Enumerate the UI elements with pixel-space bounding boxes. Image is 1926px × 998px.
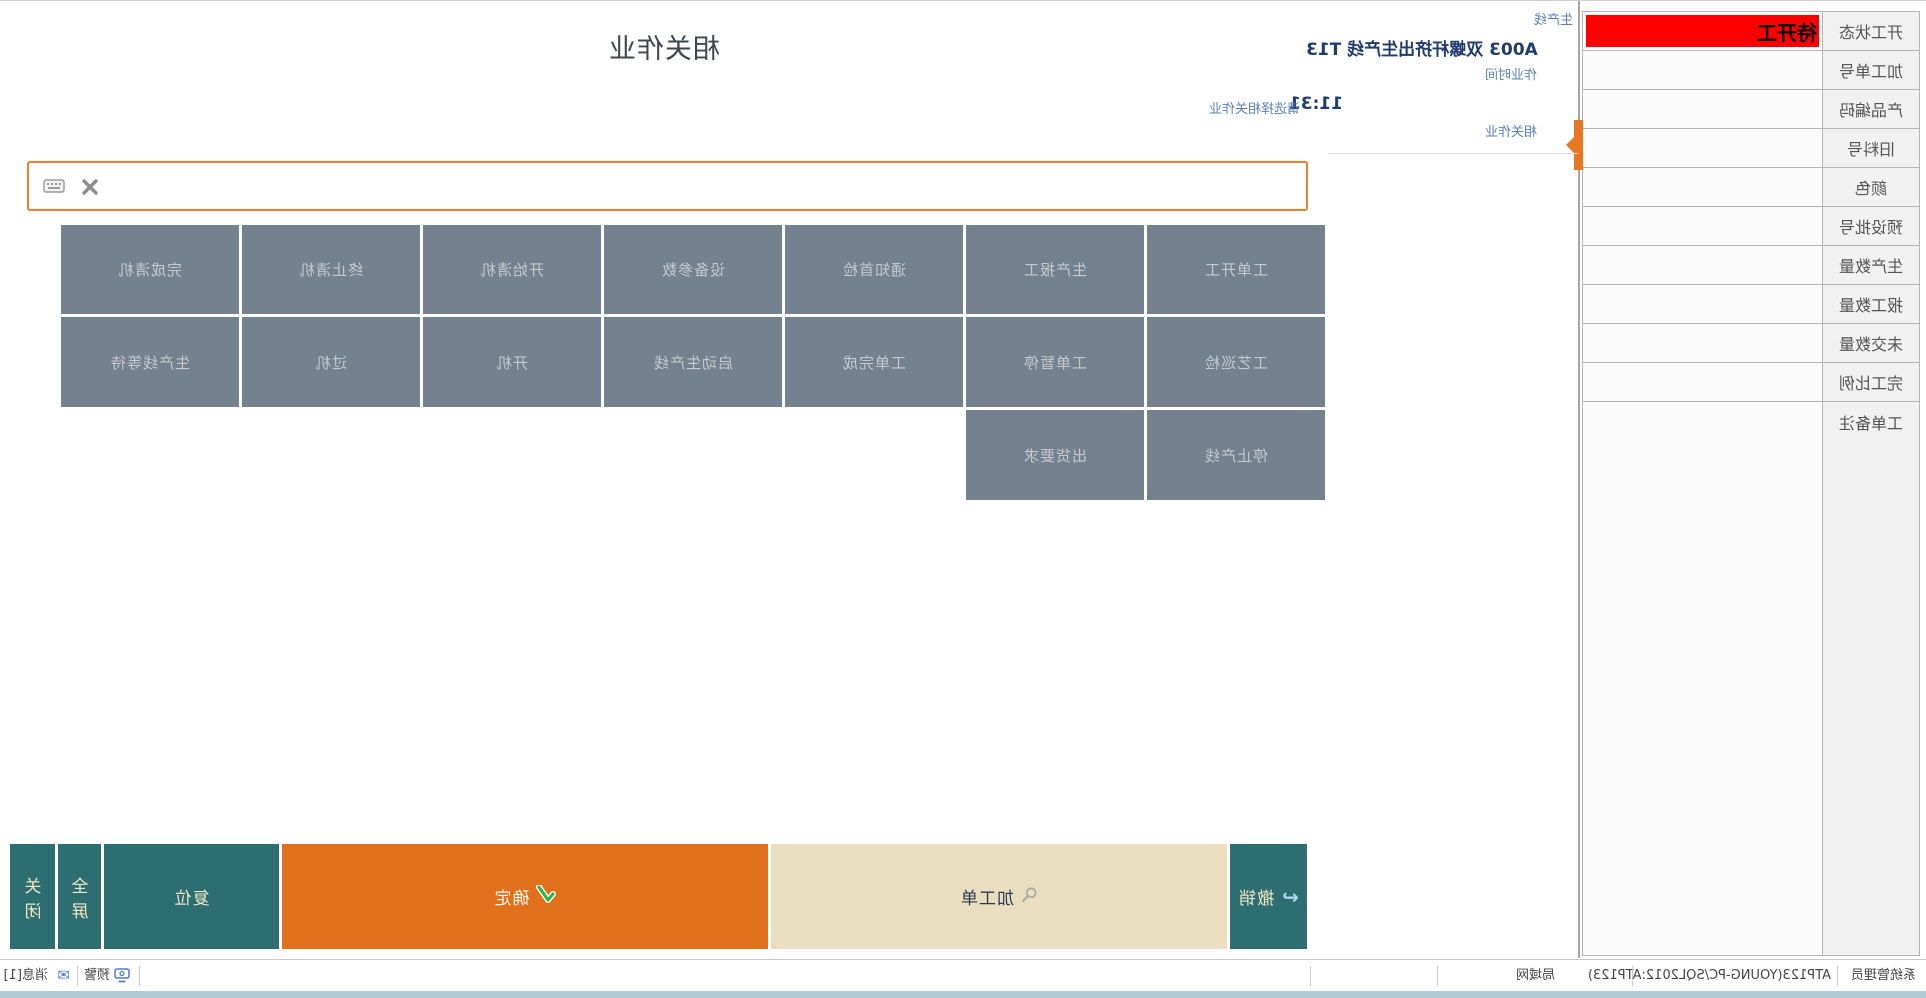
info-separator [1328,153,1578,154]
table-row: 加工单号 [1583,51,1919,90]
row-label: 产品编码 [1822,90,1919,128]
work-order-info-table: 开工状态 待开工 加工单号 产品编码 旧料号 颜色 预设批号 生产数量 报工数量 [1582,11,1920,956]
op-button[interactable]: 终止清机 [242,225,420,314]
table-row: 工单备注 [1583,402,1919,955]
action-bar: ↩ 撤销 加工单 确定 复位 全屏 [10,844,1307,949]
op-button[interactable]: 开机 [423,317,601,407]
row-label: 报工数量 [1822,285,1919,323]
row-label: 生产数量 [1822,246,1919,284]
messages-link[interactable]: 消息[1] [3,968,48,983]
op-button[interactable]: 通知首检 [785,225,963,314]
op-button[interactable]: 过机 [242,317,420,407]
table-row: 完工比例 [1583,363,1919,402]
row-value [1583,285,1822,323]
fullscreen-button[interactable]: 全屏 [58,844,101,949]
op-button[interactable]: 工单开工 [1147,225,1325,314]
table-row: 开工状态 待开工 [1583,12,1919,51]
row-value [1583,324,1822,362]
confirm-button[interactable]: 确定 [282,844,768,949]
magnifier-icon [1021,886,1038,908]
op-button[interactable]: 设备参数 [604,225,782,314]
op-button[interactable]: 出货要求 [966,410,1144,500]
status-bar: 系统管理员 ATP123(YOUNG-PC/SQL2012:ATP123) 局域… [0,959,1926,991]
row-value [1583,207,1822,245]
row-value [1583,129,1822,167]
status-badge: 待开工 [1586,15,1819,47]
row-value [1583,90,1822,128]
alert-monitor-icon[interactable] [114,968,130,987]
row-label: 加工单号 [1822,51,1919,89]
op-button[interactable]: 工单暂停 [966,317,1144,407]
work-order-button[interactable]: 加工单 [771,844,1227,949]
production-line-value: A003 双螺杆挤出生产线 T13 [1306,40,1538,60]
op-button[interactable]: 启动生产线 [604,317,782,407]
keyboard-icon[interactable] [43,178,65,198]
op-button[interactable]: 开始清机 [423,225,601,314]
row-value [1583,51,1822,89]
current-user: 系统管理员 [1850,968,1916,983]
row-value [1583,363,1822,401]
op-button[interactable]: 生产线等待 [61,317,239,407]
table-row: 旧料号 [1583,129,1919,168]
bottom-edge-strip [0,991,1926,998]
op-button[interactable]: 完成清机 [61,225,239,314]
message-envelope-icon[interactable]: ✉ [57,966,70,984]
row-label: 未交数量 [1822,324,1919,362]
select-hint-text: 请选择相关作业 [1208,102,1300,117]
row-label: 旧料号 [1822,129,1919,167]
work-time-label: 作业时间 [1484,68,1537,83]
row-label: 工单备注 [1822,402,1919,955]
close-button[interactable]: 关闭 [10,844,55,949]
network-status: 局域网 [1516,968,1556,983]
row-value [1583,402,1822,955]
row-label: 颜色 [1822,168,1919,206]
check-icon [536,884,557,908]
table-row: 产品编码 [1583,90,1919,129]
table-row: 生产数量 [1583,246,1919,285]
table-row: 预设批号 [1583,207,1919,246]
row-label: 预设批号 [1822,207,1919,245]
row-value [1583,168,1822,206]
reset-button[interactable]: 复位 [104,844,279,949]
page-title: 相关作业 [608,34,720,65]
table-row: 颜色 [1583,168,1919,207]
row-label: 完工比例 [1822,363,1919,401]
scan-input-box [27,161,1308,211]
scan-input[interactable] [118,167,1298,205]
row-label: 开工状态 [1822,12,1919,50]
operations-grid: 工单开工 生产报工 通知首检 设备参数 开始清机 终止清机 完成清机 工艺巡检 … [61,225,1325,500]
undo-icon: ↩ [1281,884,1299,909]
op-button[interactable]: 停止产线 [1147,410,1325,500]
alert-link[interactable]: 预警 [83,968,110,983]
active-tab-arrow [1574,120,1583,170]
row-value [1583,246,1822,284]
related-ops-tab-label: 相关作业 [1484,125,1537,140]
production-line-label: 生产线 [1533,13,1573,28]
op-button[interactable]: 生产报工 [966,225,1144,314]
op-button[interactable]: 工单完成 [785,317,963,407]
clear-x-icon[interactable] [77,178,99,198]
op-button[interactable]: 工艺巡检 [1147,317,1325,407]
table-row: 报工数量 [1583,285,1919,324]
table-row: 未交数量 [1583,324,1919,363]
undo-button[interactable]: ↩ 撤销 [1230,844,1307,949]
